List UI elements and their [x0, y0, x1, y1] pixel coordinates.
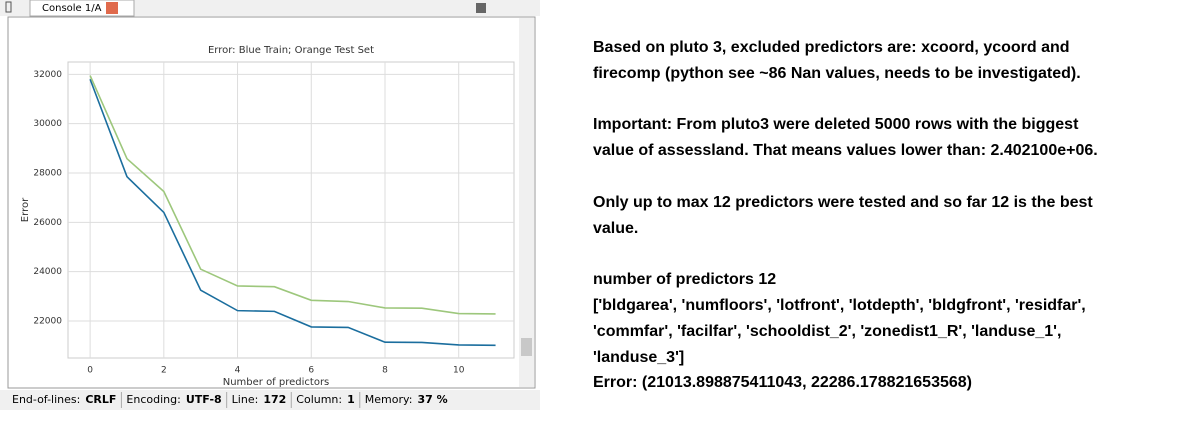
note-line: number of predictors 12 [593, 271, 777, 289]
close-button[interactable] [106, 2, 118, 14]
chart-title: Error: Blue Train; Orange Test Set [208, 45, 374, 56]
note-line: 'commfar', 'facilfar', 'schooldist_2', '… [593, 322, 1062, 340]
note-paragraph: Based on pluto 3, excluded predictors ar… [593, 35, 1098, 87]
note-line: 'landuse_3'] [593, 348, 685, 366]
y-tick-label: 22000 [33, 317, 62, 327]
note-paragraph: Only up to max 12 predictors were tested… [593, 190, 1098, 242]
status-value: 172 [263, 393, 286, 406]
tab-label: Console 1/A [42, 3, 102, 14]
plot-area [67, 61, 515, 359]
status-label: Column: [296, 393, 342, 406]
console-panel: Console 1/A 22000 24000 26000 28000 30000 320… [0, 0, 540, 410]
x-tick-label: 8 [382, 366, 388, 376]
note-paragraph: number of predictors 12 ['bldgarea', 'num… [593, 267, 1098, 396]
y-tick-label: 28000 [33, 169, 62, 179]
series-line [89, 78, 496, 347]
scroll-thumb[interactable] [521, 338, 532, 356]
stop-button[interactable] [476, 3, 486, 13]
y-tick-label: 30000 [33, 119, 62, 129]
status-label: End-of-lines: [12, 393, 80, 406]
icon [5, 1, 12, 13]
notes: Based on pluto 3, excluded predictors ar… [593, 35, 1098, 422]
y-tick-label: 26000 [33, 218, 62, 228]
status-value: 1 [347, 393, 355, 406]
status-label: Line: [232, 393, 259, 406]
note-line: Based on pluto 3, excluded predictors ar… [593, 39, 1070, 56]
x-tick-label: 0 [87, 366, 93, 376]
tab-bar [0, 0, 540, 16]
note-paragraph: Important: From pluto3 were deleted 5000… [593, 112, 1098, 164]
status-label: Memory: [365, 393, 413, 406]
note-line: Only up to max 12 predictors were tested… [593, 193, 1093, 211]
x-tick-label: 2 [161, 366, 167, 376]
note-line: Important: From pluto3 were deleted 5000… [593, 116, 1079, 134]
y-axis-label: Error [20, 197, 31, 222]
y-tick-label: 24000 [33, 267, 62, 277]
x-tick-label: 10 [453, 366, 465, 376]
x-tick-label: 6 [308, 366, 314, 376]
y-tick-label: 32000 [33, 70, 62, 80]
note-line: value of assessland. That means values l… [593, 142, 1098, 160]
x-axis-label: Number of predictors [223, 377, 330, 388]
status-value: CRLF [85, 393, 116, 406]
note-line: value. [593, 219, 639, 237]
note-line: Error: (21013.898875411043, 22286.178821… [593, 374, 972, 392]
status-bar [0, 390, 540, 410]
series-line [89, 75, 496, 315]
status-value: 37 % [417, 393, 447, 406]
note-line: firecomp (python see ~86 Nan values, nee… [593, 64, 1081, 82]
note-line: ['bldgarea', 'numfloors', 'lotfront', 'l… [593, 296, 1086, 314]
scrollbar[interactable] [519, 18, 534, 387]
status-value: UTF-8 [186, 393, 222, 406]
x-tick-label: 4 [235, 366, 241, 376]
status-label: Encoding: [126, 393, 180, 406]
